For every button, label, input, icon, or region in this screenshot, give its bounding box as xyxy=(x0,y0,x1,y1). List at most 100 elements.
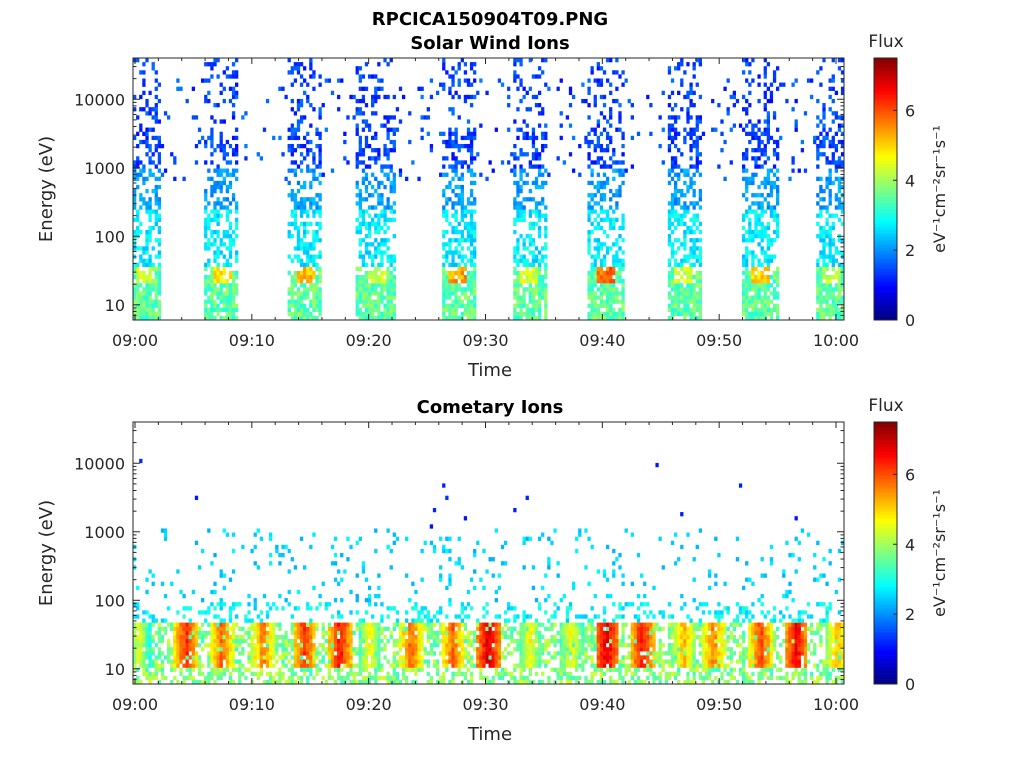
heatmap-cell xyxy=(151,614,155,619)
heatmap-cell xyxy=(463,291,468,296)
heatmap-cell xyxy=(309,221,313,227)
heatmap-cell xyxy=(392,115,396,120)
heatmap-cell xyxy=(281,651,285,656)
heatmap-cell xyxy=(741,168,746,173)
heatmap-cell xyxy=(612,160,616,165)
heatmap-cell xyxy=(222,279,226,284)
heatmap-cell xyxy=(194,659,199,664)
heatmap-cell xyxy=(840,299,845,304)
heatmap-cell xyxy=(469,303,474,308)
heatmap-cell xyxy=(299,242,304,247)
heatmap-cell xyxy=(454,213,458,218)
heatmap-cell xyxy=(371,622,375,627)
heatmap-cell xyxy=(315,291,319,296)
heatmap-cell xyxy=(225,258,230,263)
heatmap-cell xyxy=(825,295,829,300)
heatmap-cell xyxy=(154,659,158,664)
heatmap-cell xyxy=(677,307,681,313)
heatmap-cell xyxy=(380,311,384,317)
heatmap-cell xyxy=(296,634,301,640)
heatmap-cell xyxy=(383,311,387,317)
heatmap-cell xyxy=(741,279,746,284)
heatmap-cell xyxy=(692,74,696,79)
heatmap-cell xyxy=(293,606,298,611)
heatmap-cell xyxy=(355,663,359,668)
heatmap-cell xyxy=(463,311,468,317)
heatmap-cell xyxy=(380,283,384,288)
heatmap-cell xyxy=(473,156,477,161)
heatmap-cell xyxy=(673,135,678,141)
heatmap-cell xyxy=(247,655,251,660)
heatmap-cell xyxy=(380,295,384,300)
heatmap-cell xyxy=(537,152,542,157)
heatmap-cell xyxy=(513,250,517,255)
heatmap-cell xyxy=(145,283,149,288)
heatmap-cell xyxy=(439,172,443,177)
heatmap-cell xyxy=(822,242,826,247)
heatmap-cell xyxy=(451,262,455,267)
heatmap-cell xyxy=(210,295,214,300)
heatmap-cell xyxy=(139,307,143,313)
heatmap-cell xyxy=(519,148,523,153)
heatmap-cell xyxy=(296,107,301,112)
heatmap-cell xyxy=(819,270,823,276)
heatmap-cell xyxy=(392,283,396,288)
heatmap-cell xyxy=(840,274,845,280)
heatmap-cell xyxy=(170,626,174,631)
heatmap-cell xyxy=(157,279,162,284)
x-tick-label: 09:10 xyxy=(229,331,275,350)
heatmap-cell xyxy=(364,315,369,321)
heatmap-cell xyxy=(194,643,199,648)
heatmap-cell xyxy=(763,229,767,235)
heatmap-cell xyxy=(269,643,273,648)
heatmap-cell xyxy=(275,548,279,554)
heatmap-cell xyxy=(605,270,610,276)
heatmap-cell xyxy=(238,638,242,644)
heatmap-cell xyxy=(269,630,273,636)
heatmap-cell xyxy=(686,229,690,235)
heatmap-cell xyxy=(760,315,764,321)
heatmap-cell xyxy=(516,201,520,206)
heatmap-cell xyxy=(819,131,823,136)
heatmap-cell xyxy=(207,225,211,231)
heatmap-cell xyxy=(145,176,149,182)
heatmap-cell xyxy=(460,274,464,280)
heatmap-cell xyxy=(309,647,313,652)
heatmap-cell xyxy=(222,647,226,652)
heatmap-cell xyxy=(615,86,619,91)
heatmap-cell xyxy=(531,279,536,284)
heatmap-cell xyxy=(361,213,366,218)
heatmap-cell xyxy=(670,307,675,313)
heatmap-cell xyxy=(748,90,752,96)
heatmap-cell xyxy=(327,626,332,631)
heatmap-cell xyxy=(745,303,749,308)
colorbar-step xyxy=(874,110,897,113)
heatmap-cell xyxy=(819,311,823,317)
heatmap-cell xyxy=(760,131,764,136)
heatmap-cell xyxy=(235,90,239,96)
heatmap-cell xyxy=(145,279,149,284)
heatmap-cell xyxy=(618,291,622,296)
heatmap-cell xyxy=(772,78,777,83)
heatmap-cell xyxy=(751,299,755,304)
heatmap-cell xyxy=(692,283,696,288)
heatmap-cell xyxy=(469,82,474,87)
heatmap-cell xyxy=(473,246,477,251)
heatmap-cell xyxy=(448,74,452,79)
heatmap-cell xyxy=(828,229,832,235)
heatmap-cell xyxy=(451,213,455,218)
heatmap-cell xyxy=(686,258,690,263)
heatmap-cell xyxy=(324,127,328,132)
heatmap-cell xyxy=(154,671,158,677)
heatmap-cell xyxy=(139,246,143,251)
heatmap-cell xyxy=(534,246,539,251)
heatmap-cell xyxy=(145,291,149,296)
heatmap-cell xyxy=(374,274,378,280)
heatmap-cell xyxy=(231,103,236,108)
heatmap-cell xyxy=(235,70,239,75)
heatmap-cell xyxy=(751,193,755,198)
heatmap-cell xyxy=(398,168,403,173)
heatmap-cell xyxy=(825,242,829,247)
heatmap-cell xyxy=(278,561,282,566)
heatmap-cell xyxy=(154,115,158,120)
